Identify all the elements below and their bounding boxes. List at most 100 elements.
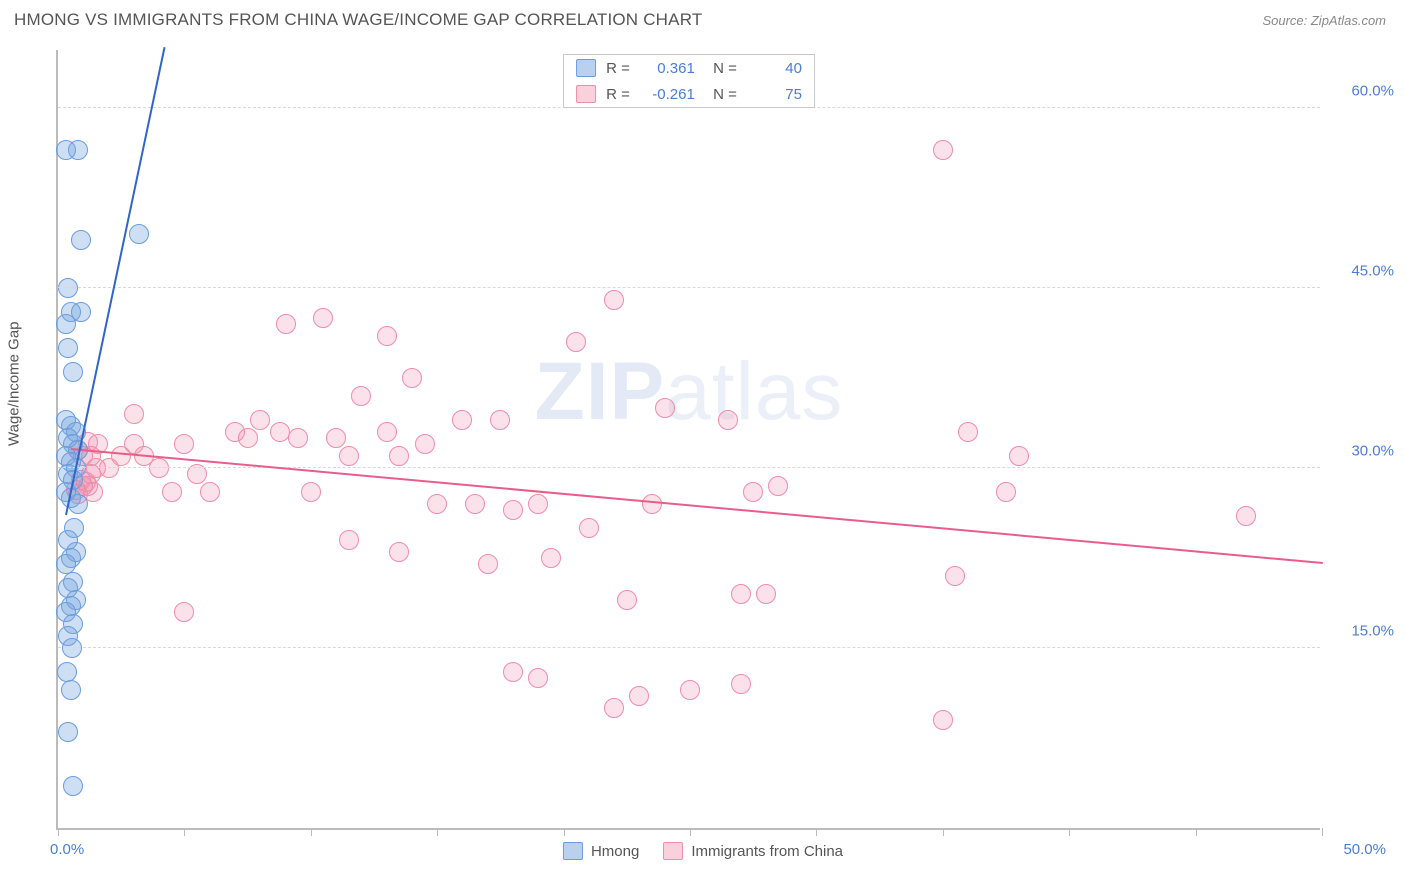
data-point bbox=[503, 500, 523, 520]
data-point bbox=[301, 482, 321, 502]
x-tick bbox=[1322, 828, 1323, 836]
data-point bbox=[351, 386, 371, 406]
x-origin-label: 0.0% bbox=[50, 841, 84, 858]
r-label: R = bbox=[606, 60, 630, 77]
data-point bbox=[415, 434, 435, 454]
data-point bbox=[478, 554, 498, 574]
chart-plot-area: ZIPatlas R =0.361 N =40R =-0.261 N =75 1… bbox=[56, 50, 1320, 830]
gridline bbox=[58, 287, 1320, 288]
data-point bbox=[604, 698, 624, 718]
data-point bbox=[389, 542, 409, 562]
n-value: 75 bbox=[747, 86, 802, 103]
data-point bbox=[250, 410, 270, 430]
legend-swatch bbox=[576, 85, 596, 103]
data-point bbox=[604, 290, 624, 310]
n-label: N = bbox=[705, 60, 737, 77]
data-point bbox=[945, 566, 965, 586]
data-point bbox=[731, 584, 751, 604]
data-point bbox=[56, 554, 76, 574]
data-point bbox=[958, 422, 978, 442]
data-point bbox=[124, 404, 144, 424]
y-tick-label: 15.0% bbox=[1351, 623, 1394, 640]
chart-header: HMONG VS IMMIGRANTS FROM CHINA WAGE/INCO… bbox=[0, 0, 1406, 30]
y-tick-label: 60.0% bbox=[1351, 83, 1394, 100]
data-point bbox=[200, 482, 220, 502]
data-point bbox=[680, 680, 700, 700]
x-tick bbox=[311, 828, 312, 836]
x-tick bbox=[184, 828, 185, 836]
data-point bbox=[933, 140, 953, 160]
x-tick bbox=[58, 828, 59, 836]
gridline bbox=[58, 467, 1320, 468]
legend-row: R =0.361 N =40 bbox=[564, 55, 814, 81]
data-point bbox=[655, 398, 675, 418]
data-point bbox=[68, 494, 88, 514]
data-point bbox=[1009, 446, 1029, 466]
x-tick bbox=[1196, 828, 1197, 836]
data-point bbox=[617, 590, 637, 610]
data-point bbox=[377, 422, 397, 442]
data-point bbox=[452, 410, 472, 430]
data-point bbox=[68, 140, 88, 160]
data-point bbox=[490, 410, 510, 430]
data-point bbox=[465, 494, 485, 514]
data-point bbox=[933, 710, 953, 730]
data-point bbox=[768, 476, 788, 496]
chart-title: HMONG VS IMMIGRANTS FROM CHINA WAGE/INCO… bbox=[14, 10, 702, 30]
data-point bbox=[339, 446, 359, 466]
correlation-legend: R =0.361 N =40R =-0.261 N =75 bbox=[563, 54, 815, 108]
data-point bbox=[528, 668, 548, 688]
gridline bbox=[58, 647, 1320, 648]
data-point bbox=[528, 494, 548, 514]
n-label: N = bbox=[705, 86, 737, 103]
data-point bbox=[579, 518, 599, 538]
r-value: -0.261 bbox=[640, 86, 695, 103]
data-point bbox=[566, 332, 586, 352]
x-tick bbox=[690, 828, 691, 836]
y-tick-label: 30.0% bbox=[1351, 443, 1394, 460]
data-point bbox=[149, 458, 169, 478]
data-point bbox=[276, 314, 296, 334]
n-value: 40 bbox=[747, 60, 802, 77]
data-point bbox=[629, 686, 649, 706]
legend-row: R =-0.261 N =75 bbox=[564, 81, 814, 107]
legend-item: Immigrants from China bbox=[663, 842, 843, 860]
x-tick bbox=[437, 828, 438, 836]
data-point bbox=[62, 638, 82, 658]
data-point bbox=[288, 428, 308, 448]
data-point bbox=[57, 662, 77, 682]
data-point bbox=[402, 368, 422, 388]
x-end-label: 50.0% bbox=[1343, 841, 1386, 858]
data-point bbox=[174, 602, 194, 622]
data-point bbox=[162, 482, 182, 502]
data-point bbox=[743, 482, 763, 502]
x-tick bbox=[816, 828, 817, 836]
data-point bbox=[58, 278, 78, 298]
legend-label: Hmong bbox=[591, 843, 639, 860]
data-point bbox=[1236, 506, 1256, 526]
data-point bbox=[56, 314, 76, 334]
scatter-points bbox=[58, 50, 1320, 828]
data-point bbox=[996, 482, 1016, 502]
y-axis-label: Wage/Income Gap bbox=[6, 321, 23, 446]
data-point bbox=[389, 446, 409, 466]
data-point bbox=[756, 584, 776, 604]
legend-swatch bbox=[663, 842, 683, 860]
series-legend: Hmong Immigrants from China bbox=[563, 842, 843, 860]
data-point bbox=[58, 722, 78, 742]
data-point bbox=[326, 428, 346, 448]
data-point bbox=[71, 230, 91, 250]
data-point bbox=[718, 410, 738, 430]
data-point bbox=[129, 224, 149, 244]
data-point bbox=[63, 362, 83, 382]
x-tick bbox=[943, 828, 944, 836]
data-point bbox=[174, 434, 194, 454]
legend-item: Hmong bbox=[563, 842, 639, 860]
data-point bbox=[503, 662, 523, 682]
legend-swatch bbox=[563, 842, 583, 860]
data-point bbox=[61, 680, 81, 700]
x-tick bbox=[1069, 828, 1070, 836]
data-point bbox=[339, 530, 359, 550]
data-point bbox=[541, 548, 561, 568]
data-point bbox=[58, 338, 78, 358]
